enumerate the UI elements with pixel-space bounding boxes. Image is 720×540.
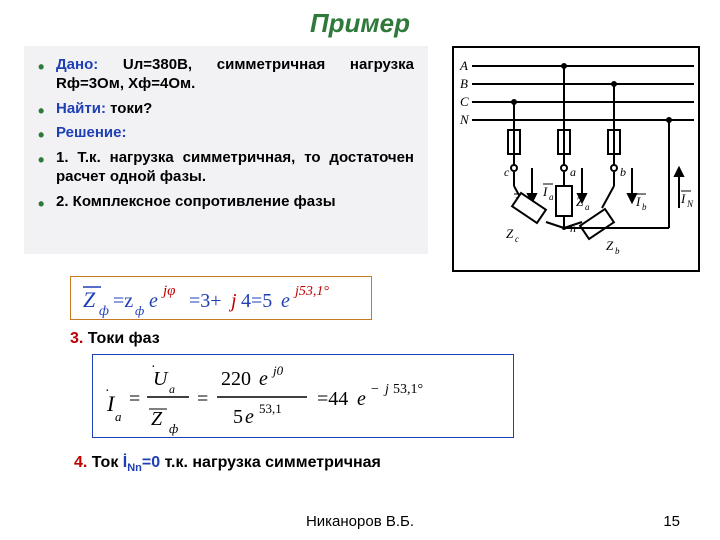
svg-text:I: I [680,191,686,206]
svg-text:B: B [460,76,468,91]
svg-text:=3+: =3+ [189,290,222,312]
svg-text:53,1: 53,1 [259,401,282,416]
svg-text:a: a [585,202,590,212]
bullet-step1: 1. Т.к. нагрузка симметричная, то достат… [38,149,414,187]
bullet-dano: Дано: Uл=380В, симметричная нагрузка Rф=… [38,56,414,94]
svg-text:Z: Z [83,287,96,312]
svg-text:j: j [383,382,389,397]
svg-text:b: b [615,246,620,256]
svg-text:ф: ф [135,303,144,318]
svg-text:j0: j0 [271,363,284,378]
svg-text:e: e [259,368,268,390]
svg-text:Z: Z [151,408,163,430]
svg-text:=z: =z [113,290,133,312]
slide-title: Пример [0,8,720,39]
svg-text:e: e [245,406,254,428]
svg-text:I: I [542,184,548,199]
formula-zphi: Z ф =z ф e jφ =3+ j 4=5 e j53,1° [70,276,372,320]
svg-text:·: · [105,384,110,399]
svg-text:−: − [371,382,379,397]
svg-text:jφ: jφ [161,283,175,299]
svg-text:N: N [686,199,694,209]
svg-text:b: b [642,202,647,212]
svg-text:e: e [281,290,290,312]
svg-text:53,1°: 53,1° [393,382,423,397]
svg-text:j: j [228,290,237,312]
svg-text:=44: =44 [317,388,348,410]
circuit-diagram: A B C N [452,46,700,272]
bullet-reshenie: Решение: [38,124,414,143]
svg-text:ф: ф [99,304,109,319]
svg-text:c: c [504,165,510,179]
svg-text:ф: ф [169,421,178,436]
svg-text:e: e [149,290,158,312]
svg-text:Z: Z [606,238,614,253]
svg-text:c: c [515,234,519,244]
svg-text:5: 5 [233,406,243,428]
step4-label: 4. Ток İNn=0 т.к. нагрузка симметричная [74,454,381,474]
svg-text:Z: Z [506,226,514,241]
svg-text:C: C [460,94,469,109]
svg-text:a: a [549,192,554,202]
svg-text:a: a [115,409,122,424]
svg-text:4=5: 4=5 [241,290,272,312]
bullet-naiti: Найти: токи? [38,100,414,119]
svg-text:e: e [357,388,366,410]
footer-author: Никаноров В.Б. [0,513,720,530]
svg-text:Z: Z [576,194,584,209]
svg-text:=: = [129,388,140,410]
svg-text:a: a [169,382,175,396]
bullet-step2: 2. Комплексное сопротивление фазы [38,193,414,212]
svg-text:=: = [197,388,208,410]
svg-text:j53,1°: j53,1° [293,284,329,299]
formula-ia: I · a = U · a Z ф = 220 e j0 5 e 53,1 =4… [92,354,514,438]
svg-text:b: b [620,165,626,179]
svg-text:A: A [459,58,468,73]
given-box: Дано: Uл=380В, симметричная нагрузка Rф=… [24,46,428,254]
svg-text:I: I [635,194,641,209]
svg-text:220: 220 [221,368,251,390]
step3-label: 3. Токи фаз [70,330,160,348]
footer-page: 15 [663,513,680,530]
svg-text:·: · [151,360,156,375]
svg-text:N: N [459,112,470,127]
svg-text:a: a [570,165,576,179]
